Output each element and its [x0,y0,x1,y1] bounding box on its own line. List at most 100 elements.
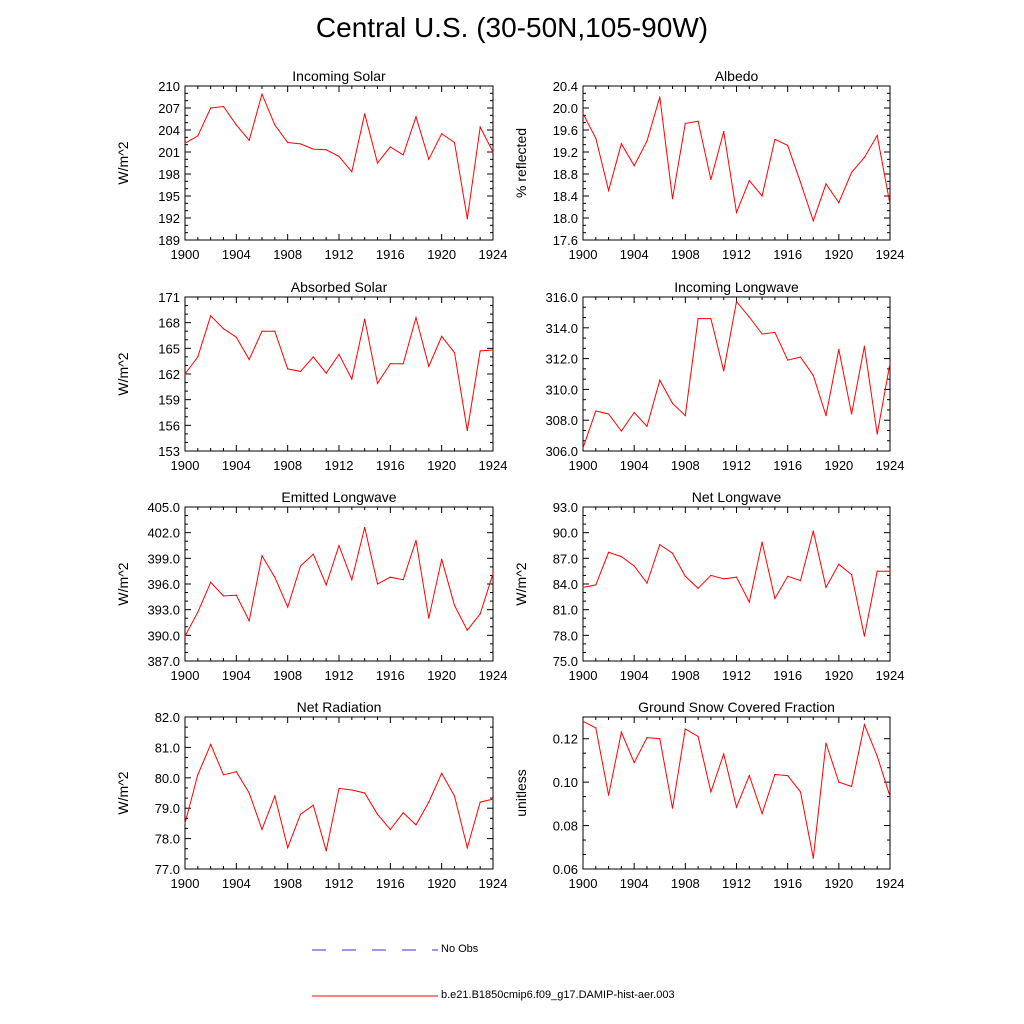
data-point [222,774,225,776]
data-point [274,795,276,797]
data-point [210,107,212,109]
data-point [287,368,289,370]
data-point [287,847,289,849]
data-point [620,556,622,558]
plot-frame [184,85,494,241]
data-point [748,316,750,318]
data-point [492,798,494,800]
data-point [595,584,597,586]
data-point [299,813,302,815]
data-point [646,737,648,739]
data-point [799,791,802,793]
data-point [671,198,674,200]
data-point [838,781,840,783]
data-point [723,753,725,755]
data-point [453,141,456,144]
panel-absorbed-solar: Absorbed Solar W/m^2 1900 1904 1908 1912 1916 1… [115,279,507,473]
panel-net-longwave: Net Longwave W/m^2 1900 1904 1908 1912 1916 192… [513,489,904,683]
x-tick-label: 1912 [722,668,751,683]
y-tick-label: 156 [158,418,180,433]
legend-obs-line [312,949,438,951]
data-point [389,363,391,365]
data-point [799,356,802,358]
x-tick-label: 1924 [876,876,905,891]
y-tick-label: 210 [158,79,180,94]
panel-incoming-longwave: Incoming Longwave 1900 1904 1908 1912 1916 192… [545,279,904,473]
x-tick-label: 1908 [671,458,700,473]
y-tick-label: 402.0 [147,526,180,541]
y-tick-label: 195 [158,189,180,204]
data-point [222,328,225,330]
x-tick-label: 1916 [773,668,802,683]
data-point [825,414,827,417]
data-point [441,133,443,135]
x-tick-label: 1924 [876,458,905,473]
data-point [838,202,840,204]
data-point [364,526,366,529]
data-point [351,378,353,380]
y-tick-label: 201 [158,145,180,160]
data-point [876,134,878,137]
data-point [235,771,237,773]
panel-title: Albedo [715,68,759,84]
data-point [466,847,468,849]
data-point [389,828,391,831]
figure-title: Central U.S. (30-50N,105-90W) [315,12,709,43]
x-tick-label: 1904 [222,458,251,473]
x-tick-label: 1904 [222,668,251,683]
y-axis-label: % reflected [513,128,529,198]
data-point [659,738,661,740]
x-tick-label: 1916 [773,247,802,262]
data-point [889,795,891,797]
y-tick-label: 153 [158,444,180,459]
y-tick-label: 159 [158,393,180,408]
data-point [428,158,430,160]
data-point [287,141,289,144]
y-tick-label: 405.0 [147,500,180,515]
data-point [723,578,725,580]
y-tick-label: 80.0 [155,771,180,786]
y-tick-label: 81.0 [155,740,180,755]
x-tick-label: 1912 [325,247,354,262]
y-tick-label: 314.0 [545,321,578,336]
data-point [735,301,738,303]
x-tick-label: 1920 [824,668,853,683]
data-point [402,363,404,365]
data-point [825,586,827,589]
data-point [351,789,353,791]
y-tick-label: 93.0 [553,500,578,515]
data-point [479,126,481,128]
data-point [812,374,814,377]
y-tick-label: 79.0 [155,801,180,816]
panel-net-radiation: Net Radiation W/m^2 1900 1904 1908 1912 1916 19… [115,699,507,891]
y-tick-label: 0.10 [553,775,578,790]
y-tick-label: 387.0 [147,654,180,669]
data-point [274,330,276,332]
data-point [184,635,186,637]
data-point [659,96,661,98]
x-tick-label: 1900 [171,668,200,683]
data-point [620,143,622,145]
data-point [235,594,237,596]
panel-ground-snow-covered-fraction: Ground Snow Covered Fraction unitless 1900… [513,699,904,891]
data-point [197,135,199,137]
data-point [787,144,789,146]
series-line [582,530,890,637]
data-point [889,203,891,205]
y-tick-label: 192 [158,211,180,226]
data-point [338,155,340,157]
data-point [415,116,417,118]
series-line [184,743,494,851]
x-tick-label: 1908 [671,876,700,891]
data-point [299,565,302,567]
data-point [889,362,891,364]
y-tick-label: 78.0 [155,832,180,847]
panel-title: Incoming Solar [292,68,386,84]
data-point [671,402,674,404]
x-tick-label: 1912 [722,458,751,473]
x-tick-label: 1924 [479,247,508,262]
data-point [325,850,327,852]
data-point [351,171,353,173]
data-point [210,581,212,583]
